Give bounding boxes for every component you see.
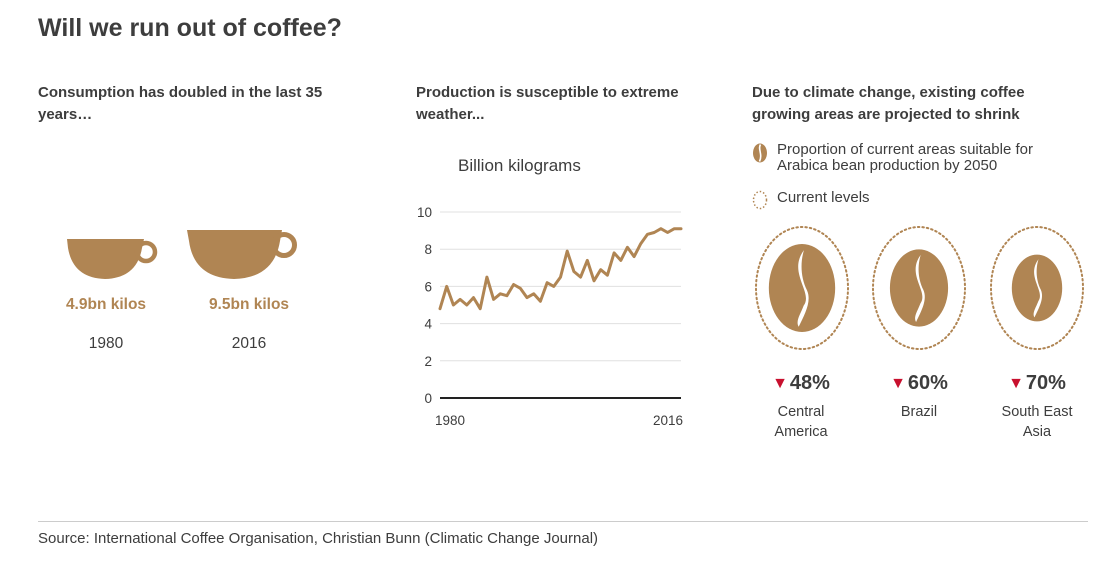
bean-crease bbox=[797, 250, 809, 327]
y-tick-label: 0 bbox=[424, 391, 432, 406]
y-axis-unit-label: Billion kilograms bbox=[458, 156, 581, 175]
down-arrow-icon: ▼ bbox=[890, 375, 906, 392]
cup-value: 4.9bn kilos bbox=[65, 296, 147, 313]
coffee-bean-icon bbox=[753, 143, 767, 163]
coffee-bean-icon bbox=[889, 249, 949, 327]
dotted-outline-icon bbox=[752, 190, 768, 210]
region-change-central-america: ▼ 48% bbox=[772, 372, 830, 394]
y-tick-label: 8 bbox=[424, 242, 432, 257]
coffee-bean-icon bbox=[1011, 254, 1063, 322]
region-change-south-east-asia: ▼ 70% bbox=[1008, 372, 1066, 394]
bean-crease bbox=[915, 254, 925, 322]
current-level-outline bbox=[755, 226, 849, 350]
legend-dotted-label: Current levels bbox=[777, 189, 870, 206]
source-note: Source: International Coffee Organisatio… bbox=[38, 530, 599, 547]
x-tick-label: 2016 bbox=[653, 413, 683, 428]
region-bean-group bbox=[990, 226, 1084, 350]
region-name-central-america: Central America bbox=[774, 404, 828, 440]
footer-divider bbox=[38, 521, 1088, 522]
production-heading: Production is susceptible to extreme wea… bbox=[416, 84, 679, 123]
cup-value: 9.5bn kilos bbox=[208, 296, 290, 313]
consumption-heading: Consumption has doubled in the last 35 y… bbox=[38, 84, 323, 123]
down-arrow-icon: ▼ bbox=[772, 375, 788, 392]
cup-year: 2016 bbox=[231, 335, 267, 352]
coffee-cup-icon bbox=[187, 230, 297, 279]
region-bean-group bbox=[872, 226, 966, 350]
coffee-cup-icon bbox=[67, 239, 158, 279]
current-level-outline bbox=[872, 226, 966, 350]
bean-crease bbox=[1033, 259, 1043, 318]
y-tick-label: 4 bbox=[424, 317, 432, 332]
region-change-brazil: ▼ 60% bbox=[890, 372, 948, 394]
page-title: Will we run out of coffee? bbox=[38, 14, 342, 42]
legend-bean-label: Proportion of current areas suitable for… bbox=[777, 141, 1033, 174]
region-bean-group bbox=[755, 226, 849, 350]
y-tick-label: 10 bbox=[417, 205, 432, 220]
down-arrow-icon: ▼ bbox=[1008, 375, 1024, 392]
cup-year: 1980 bbox=[88, 335, 124, 352]
region-name-south-east-asia: South East Asia bbox=[1001, 404, 1073, 440]
current-level-outline bbox=[990, 226, 1084, 350]
y-tick-label: 2 bbox=[424, 354, 432, 369]
production-series-line bbox=[438, 227, 683, 311]
region-name-brazil: Brazil bbox=[900, 404, 938, 420]
x-tick-label: 1980 bbox=[435, 413, 465, 428]
coffee-bean-icon bbox=[768, 244, 836, 332]
y-tick-label: 6 bbox=[424, 279, 432, 294]
climate-heading: Due to climate change, existing coffee g… bbox=[752, 84, 1025, 123]
